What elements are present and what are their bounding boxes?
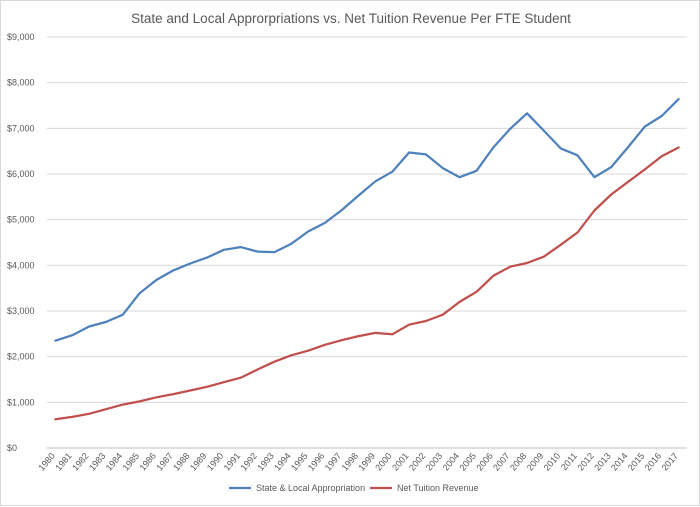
y-tick-label: $9,000 xyxy=(7,32,35,42)
x-tick-label: 2013 xyxy=(592,451,613,473)
y-tick-label: $7,000 xyxy=(7,123,35,133)
x-tick-label: 1982 xyxy=(70,451,91,473)
series-line-1 xyxy=(54,146,680,421)
x-axis-ticks: 1980198119821983198419851986198719881989… xyxy=(36,451,680,473)
x-tick-label: 2005 xyxy=(457,451,478,473)
y-tick-label: $8,000 xyxy=(7,78,35,88)
x-tick-label: 2000 xyxy=(373,451,394,473)
x-tick-label: 2011 xyxy=(559,451,579,472)
x-tick-label: 1981 xyxy=(53,451,74,473)
y-tick-label: $0 xyxy=(7,443,17,453)
x-tick-label: 2006 xyxy=(474,451,495,473)
y-tick-label: $4,000 xyxy=(7,260,35,270)
legend: State & Local Appropriation Net Tuition R… xyxy=(229,483,479,493)
x-tick-label: 1994 xyxy=(272,451,293,473)
legend-label-1: Net Tuition Revenue xyxy=(397,483,479,493)
y-tick-label: $3,000 xyxy=(7,306,35,316)
x-tick-label: 1989 xyxy=(188,451,209,473)
x-tick-label: 1997 xyxy=(323,451,344,473)
x-tick-label: 2002 xyxy=(407,451,428,473)
x-tick-label: 2016 xyxy=(643,451,664,473)
x-tick-label: 2010 xyxy=(542,451,563,473)
x-tick-label: 1993 xyxy=(255,451,276,473)
x-tick-label: 1999 xyxy=(356,451,377,473)
x-tick-label: 1984 xyxy=(104,451,125,473)
x-tick-label: 2014 xyxy=(609,451,630,473)
y-axis-ticks: $0 $1,000 $2,000 $3,000 $4,000 $5,000 $6,000 $7… xyxy=(7,32,35,453)
x-tick-label: 2012 xyxy=(575,451,596,473)
series-line-0 xyxy=(54,97,680,342)
x-tick-label: 2009 xyxy=(525,451,546,473)
x-tick-label: 1987 xyxy=(154,451,175,473)
x-tick-label: 1983 xyxy=(87,451,108,473)
x-tick-label: 1980 xyxy=(36,451,57,473)
x-tick-label: 2017 xyxy=(660,451,681,473)
x-tick-label: 1986 xyxy=(137,451,158,473)
x-tick-label: 1985 xyxy=(121,451,142,473)
x-tick-label: 2004 xyxy=(441,451,462,473)
x-tick-label: 1991 xyxy=(222,451,243,473)
gridlines xyxy=(47,36,687,449)
x-tick-label: 1996 xyxy=(306,451,327,473)
legend-label-0: State & Local Appropriation xyxy=(256,483,365,493)
x-tick-label: 1990 xyxy=(205,451,226,473)
x-tick-label: 2008 xyxy=(508,451,529,473)
y-tick-label: $1,000 xyxy=(7,397,35,407)
series-lines xyxy=(54,97,680,421)
x-tick-label: 1998 xyxy=(340,451,361,473)
x-tick-label: 1992 xyxy=(239,451,260,473)
y-tick-label: $6,000 xyxy=(7,169,35,179)
x-tick-label: 2007 xyxy=(491,451,512,473)
y-tick-label: $2,000 xyxy=(7,352,35,362)
chart-title: State and Local Approrpriations vs. Net … xyxy=(131,11,571,26)
x-tick-label: 2001 xyxy=(390,451,411,473)
x-tick-label: 1988 xyxy=(171,451,192,473)
x-tick-label: 1995 xyxy=(289,451,310,473)
x-tick-label: 2015 xyxy=(626,451,647,473)
y-tick-label: $5,000 xyxy=(7,215,35,225)
x-tick-label: 2003 xyxy=(424,451,445,473)
